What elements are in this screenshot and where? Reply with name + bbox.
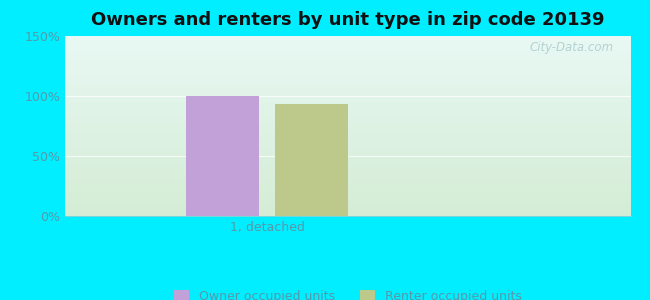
Legend: Owner occupied units, Renter occupied units: Owner occupied units, Renter occupied un…: [174, 290, 522, 300]
Text: City-Data.com: City-Data.com: [529, 41, 614, 54]
Bar: [275, 104, 348, 216]
Title: Owners and renters by unit type in zip code 20139: Owners and renters by unit type in zip c…: [91, 11, 604, 29]
Bar: [186, 96, 259, 216]
